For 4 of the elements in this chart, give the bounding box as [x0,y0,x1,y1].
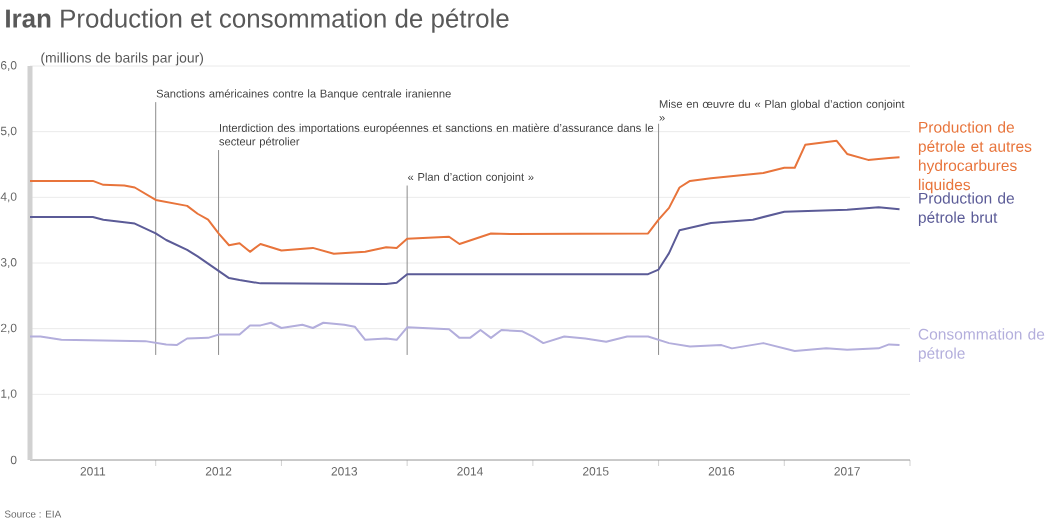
line-series [29,321,901,352]
line-series [29,139,901,255]
chart-title: Iran Production et consommation de pétrole [6,8,509,33]
line-series [29,206,901,286]
